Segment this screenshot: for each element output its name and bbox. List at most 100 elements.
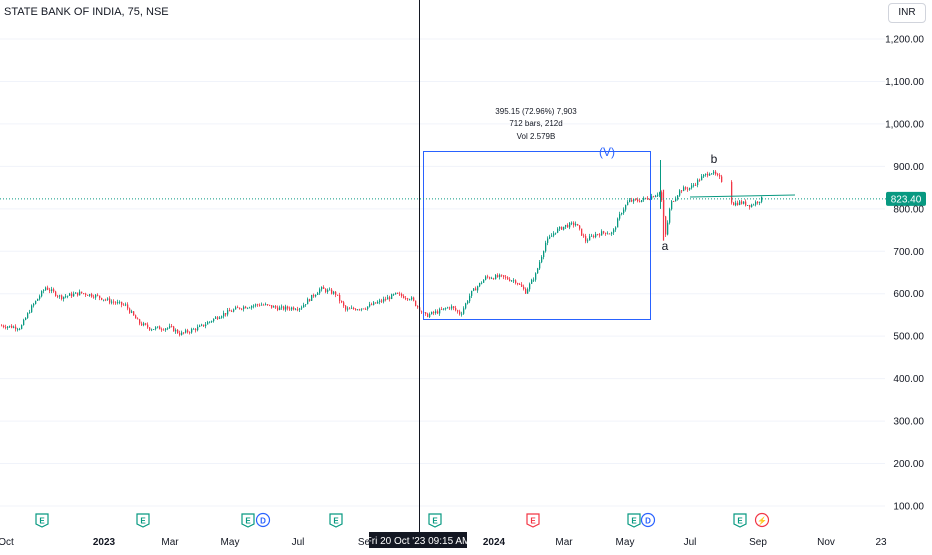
candle xyxy=(23,318,25,326)
candle xyxy=(521,282,523,287)
candle xyxy=(551,233,553,237)
earnings-marker[interactable]: E xyxy=(526,513,540,528)
candle xyxy=(631,197,633,203)
earnings-marker[interactable]: E xyxy=(35,513,49,528)
candle xyxy=(13,325,15,329)
earnings-marker[interactable]: E xyxy=(627,513,641,528)
candle xyxy=(445,307,447,311)
split-marker[interactable]: ⚡ xyxy=(754,512,770,528)
candle xyxy=(215,315,217,320)
dividend-marker[interactable]: D xyxy=(255,512,271,528)
candle xyxy=(77,292,79,297)
candle xyxy=(731,180,733,205)
candle xyxy=(161,327,163,332)
candle xyxy=(67,295,69,299)
price-tick-label: 1,100.00 xyxy=(885,77,924,88)
candle xyxy=(661,190,663,202)
candle xyxy=(669,207,671,225)
wave-b-label[interactable]: b xyxy=(711,152,718,166)
candle xyxy=(199,324,201,328)
candle xyxy=(157,326,159,329)
time-axis: Oct 2023 Mar May Jul Se 2024 Mar May Jul Sep Nov 23 xyxy=(0,537,887,548)
candle xyxy=(579,224,581,231)
candle xyxy=(295,308,297,311)
candle xyxy=(533,277,535,283)
candle xyxy=(3,324,5,329)
candle xyxy=(609,233,611,235)
candle xyxy=(209,321,211,324)
candle xyxy=(425,311,427,316)
candle xyxy=(701,174,703,181)
measure-line1: 395.15 (72.96%) 7,903 xyxy=(495,107,577,116)
candle xyxy=(321,286,323,292)
candle xyxy=(35,300,37,305)
candle xyxy=(125,302,127,307)
earnings-marker[interactable]: E xyxy=(241,513,255,528)
candle xyxy=(443,308,445,311)
earnings-marker[interactable]: E xyxy=(733,513,747,528)
candle xyxy=(427,312,429,318)
candle xyxy=(449,306,451,311)
candle xyxy=(39,294,41,301)
candle xyxy=(331,287,333,295)
event-markers: E E E D E E E E D E ⚡ xyxy=(35,512,770,528)
svg-text:⚡: ⚡ xyxy=(757,516,767,526)
dividend-marker[interactable]: D xyxy=(640,512,656,528)
candle xyxy=(611,231,613,236)
candle xyxy=(201,323,203,327)
candle xyxy=(587,238,589,244)
candle xyxy=(49,287,51,294)
currency-button[interactable]: INR xyxy=(888,3,926,23)
candle xyxy=(553,231,555,238)
candle xyxy=(189,331,191,335)
candle xyxy=(693,183,695,188)
earnings-marker[interactable]: E xyxy=(428,513,442,528)
candle xyxy=(467,299,469,305)
earnings-marker[interactable]: E xyxy=(136,513,150,528)
measure-line2: 712 bars, 212d xyxy=(509,119,562,128)
candle xyxy=(447,306,449,309)
candle xyxy=(581,228,583,236)
candle xyxy=(249,306,251,309)
svg-text:E: E xyxy=(245,517,251,526)
candle xyxy=(303,302,305,308)
earnings-marker[interactable]: E xyxy=(329,513,343,528)
candle xyxy=(235,305,237,310)
candle xyxy=(171,324,173,328)
candle xyxy=(511,279,513,282)
price-tick-label: 100.00 xyxy=(893,502,924,513)
candle xyxy=(671,199,673,211)
candle xyxy=(283,305,285,311)
candle xyxy=(575,221,577,227)
candle xyxy=(745,199,747,207)
candle xyxy=(487,274,489,279)
candle xyxy=(135,314,137,319)
candle xyxy=(599,232,601,238)
svg-text:E: E xyxy=(333,517,339,526)
crosshair-time-label: Fri 20 Oct '23 09:15 AM xyxy=(366,536,471,547)
candle xyxy=(749,204,751,210)
candle xyxy=(115,301,117,305)
candle xyxy=(627,200,629,206)
candle xyxy=(81,291,83,294)
candle xyxy=(333,290,335,295)
measure-box[interactable] xyxy=(423,151,651,320)
wave-a-label[interactable]: a xyxy=(662,239,669,253)
candle xyxy=(123,303,125,306)
candle xyxy=(761,196,763,204)
candle xyxy=(111,299,113,305)
candle xyxy=(477,285,479,293)
price-axis: 1,200.00 1,100.00 1,000.00 900.00 800.00 700.… xyxy=(885,35,924,513)
candle xyxy=(335,290,337,298)
candle xyxy=(683,185,685,192)
candle xyxy=(103,299,105,302)
candle xyxy=(7,325,9,330)
wave-v-label[interactable]: (V) xyxy=(599,145,615,159)
candle xyxy=(37,298,39,301)
candle xyxy=(27,312,29,319)
trend-line[interactable] xyxy=(689,194,796,198)
candle xyxy=(743,201,745,205)
candle xyxy=(207,320,209,325)
